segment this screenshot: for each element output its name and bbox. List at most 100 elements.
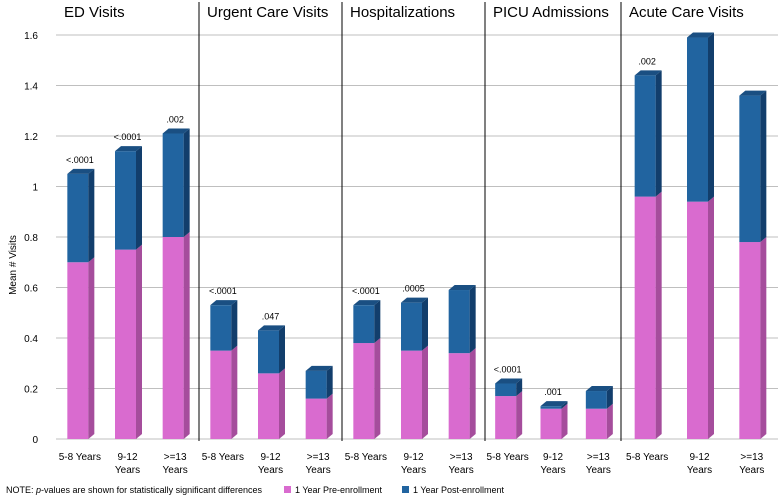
bar-post-enrollment-side (655, 70, 662, 197)
bar-post-enrollment-top (305, 365, 333, 371)
bar-post-enrollment-front (634, 75, 656, 197)
bar-pre-enrollment-front (540, 408, 562, 439)
category-label-line2: Years (540, 465, 565, 476)
footnote-suffix: -values are shown for statistically sign… (41, 485, 262, 495)
category-label-line2: Years (401, 465, 426, 476)
bar-post-enrollment-top (540, 401, 568, 407)
bar-pre-enrollment-side (561, 403, 568, 439)
bar-pre-enrollment-front (162, 237, 184, 439)
bar-post-enrollment-front (448, 290, 470, 354)
bar-post-enrollment-top (585, 386, 613, 392)
bar-post-enrollment-top (67, 168, 95, 174)
bar-pre-enrollment-front (115, 249, 136, 439)
category-label: >=13 (740, 452, 763, 463)
bar-pre-enrollment-side (136, 244, 142, 439)
bar-post-enrollment-front (67, 173, 89, 263)
category-label-line2: Years (687, 465, 712, 476)
bar-pre-enrollment-front (687, 201, 708, 439)
bar-post-enrollment-top (687, 32, 714, 38)
category-labels: 5-8 Years 9-12 Years >=13 Years 5-8 Years 9-12… (59, 452, 765, 476)
bar-post-enrollment-front (210, 305, 232, 351)
y-tick-label: 0.6 (24, 284, 38, 295)
p-value-label: .0005 (402, 284, 425, 294)
category-label: 9-12 (403, 452, 423, 463)
category-label: 9-12 (117, 452, 137, 463)
bar-pre-enrollment-front (739, 242, 761, 439)
category-label: >=13 (587, 452, 610, 463)
y-tick-label: 1.4 (24, 82, 38, 93)
category-label: 5-8 Years (626, 452, 668, 463)
panel-dividers (198, 2, 622, 441)
stacked-bar (67, 168, 95, 439)
p-value-label: .001 (544, 387, 562, 397)
bar-post-enrollment-front (258, 330, 279, 374)
bar-post-enrollment-side (516, 378, 523, 397)
bar-post-enrollment-top (495, 378, 523, 384)
bar-pre-enrollment-front (585, 408, 607, 439)
y-tick-label: 0.4 (24, 334, 38, 345)
bar-post-enrollment-side (326, 365, 333, 399)
p-value-label: <.0001 (66, 155, 94, 165)
category-label: >=13 (164, 452, 187, 463)
bar-post-enrollment-side (469, 285, 476, 354)
category-label: 9-12 (260, 452, 280, 463)
bar-pre-enrollment-front (258, 373, 279, 439)
bar-post-enrollment-top (634, 70, 662, 76)
y-tick-label: 0.2 (24, 385, 38, 396)
bar-pre-enrollment-front (67, 262, 89, 439)
y-tick-label: 1.2 (24, 132, 38, 143)
footnote-italic-p: p (35, 485, 41, 495)
bar-post-enrollment-side (422, 297, 428, 351)
p-value-label: <.0001 (114, 132, 142, 142)
panel-titles: ED Visits Urgent Care Visits Hospitalizati… (64, 4, 744, 21)
bar-post-enrollment-side (183, 128, 190, 237)
bar-pre-enrollment-front (305, 398, 327, 439)
bar-post-enrollment-side (88, 168, 95, 263)
bar-pre-enrollment-front (401, 350, 422, 439)
bar-post-enrollment-front (739, 95, 761, 243)
category-label-line2: Years (258, 465, 283, 476)
stacked-bar (585, 386, 613, 439)
bar-post-enrollment-top (115, 146, 142, 152)
bar-post-enrollment-top (258, 325, 285, 331)
stacked-bar (687, 32, 714, 439)
category-label-line2: Years (739, 465, 764, 476)
stacked-bar (739, 90, 767, 439)
bars (67, 32, 767, 439)
footnote: NOTE: p-values are shown for statistical… (6, 485, 262, 495)
legend-label-pre-enrollment: 1 Year Pre-enrollment (295, 485, 383, 495)
bar-pre-enrollment-front (634, 196, 656, 439)
stacked-bar (401, 297, 428, 439)
stacked-bar (162, 128, 190, 439)
category-label: 5-8 Years (202, 452, 244, 463)
bar-post-enrollment-front (115, 151, 136, 250)
bar-post-enrollment-side (136, 146, 142, 250)
bar-post-enrollment-top (162, 128, 190, 134)
bar-pre-enrollment-side (708, 196, 714, 439)
legend-swatch-post-enrollment (402, 486, 409, 493)
p-value-label: <.0001 (352, 286, 380, 296)
bar-post-enrollment-front (495, 383, 517, 397)
bar-pre-enrollment-side (655, 191, 662, 439)
footnote-prefix: NOTE: (6, 485, 36, 495)
stacked-bar (115, 146, 142, 439)
panel-title: PICU Admissions (493, 4, 609, 21)
panel-title: ED Visits (64, 4, 125, 21)
stacked-bar (258, 325, 285, 439)
bar-post-enrollment-side (606, 386, 613, 409)
bar-post-enrollment-side (561, 401, 568, 409)
bar-pre-enrollment-front (353, 343, 375, 439)
bar-pre-enrollment-side (516, 391, 523, 439)
stacked-bar (448, 285, 476, 439)
category-label: 9-12 (543, 452, 563, 463)
p-value-label: .002 (638, 56, 656, 66)
category-label: 9-12 (689, 452, 709, 463)
stacked-bar (305, 365, 333, 439)
y-axis-label: Mean # Visits (8, 235, 19, 295)
bar-post-enrollment-side (374, 300, 381, 344)
bar-pre-enrollment-side (183, 232, 190, 439)
bar-post-enrollment-side (279, 325, 285, 374)
bar-post-enrollment-top (353, 300, 381, 306)
bar-pre-enrollment-side (326, 393, 333, 439)
